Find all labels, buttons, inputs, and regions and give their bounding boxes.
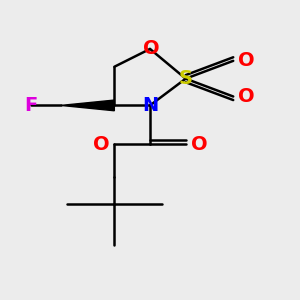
Polygon shape <box>61 100 114 111</box>
Text: O: O <box>238 51 255 70</box>
Text: O: O <box>238 87 255 106</box>
Text: O: O <box>142 39 159 58</box>
Text: O: O <box>191 135 207 154</box>
Text: O: O <box>93 135 109 154</box>
Text: S: S <box>179 69 193 88</box>
Text: F: F <box>25 96 38 115</box>
Text: N: N <box>142 96 158 115</box>
